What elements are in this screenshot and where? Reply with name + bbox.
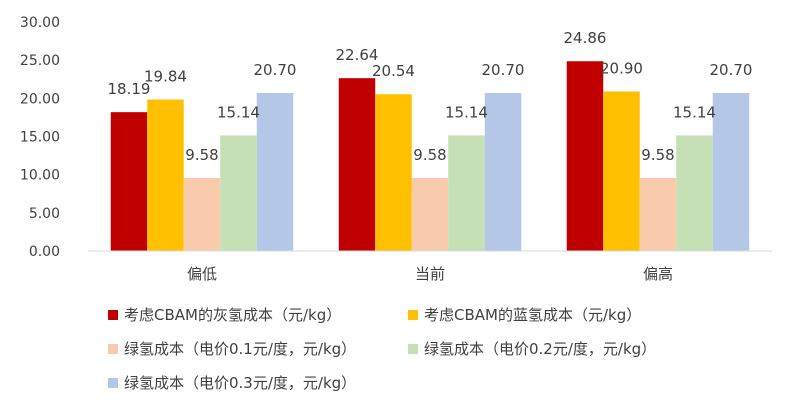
bar <box>411 177 449 251</box>
data-label: 15.14 <box>673 103 716 121</box>
legend-swatch <box>408 309 418 320</box>
legend-item: 绿氢成本（电价0.2元/度，元/kg） <box>408 338 656 359</box>
data-label: 22.64 <box>336 46 379 64</box>
data-label: 15.14 <box>217 103 260 121</box>
data-label: 18.19 <box>108 80 151 98</box>
legend-label: 考虑CBAM的蓝氢成本（元/kg） <box>424 306 642 324</box>
legend-swatch <box>108 377 118 388</box>
legend-label: 考虑CBAM的灰氢成本（元/kg） <box>124 306 342 324</box>
y-axis-ticks: 0.00 5.00 10.00 15.00 20.00 25.00 30.00 <box>20 15 60 260</box>
bar <box>147 99 184 252</box>
data-label: 19.84 <box>144 68 187 86</box>
legend-label: 绿氢成本（电价0.2元/度，元/kg） <box>424 340 657 358</box>
bar <box>110 112 148 252</box>
bar <box>220 135 257 251</box>
legend-item: 绿氢成本（电价0.1元/度，元/kg） <box>108 338 356 359</box>
y-tick-label: 30.00 <box>20 15 60 31</box>
legend-item: 绿氢成本（电价0.3元/度，元/kg） <box>108 372 356 393</box>
bar <box>484 92 522 252</box>
data-label: 20.70 <box>710 61 753 79</box>
bar <box>603 91 640 251</box>
bar <box>183 177 221 251</box>
data-label: 9.58 <box>185 146 218 164</box>
data-label: 9.58 <box>413 146 446 164</box>
data-label: 15.14 <box>445 103 488 121</box>
bar <box>566 61 604 251</box>
y-tick-label: 25.00 <box>20 53 60 69</box>
x-category-label: 当前 <box>415 265 445 283</box>
data-label: 20.54 <box>372 62 415 80</box>
x-category-label: 偏低 <box>187 265 217 283</box>
bar <box>712 92 750 252</box>
legend-swatch <box>408 343 418 354</box>
legend-label: 绿氢成本（电价0.1元/度，元/kg） <box>124 340 357 358</box>
x-axis-categories: 偏低 当前 偏高 <box>187 265 673 283</box>
y-tick-label: 0.00 <box>29 244 60 260</box>
bar <box>448 135 485 251</box>
bar <box>639 177 677 251</box>
legend-label: 绿氢成本（电价0.3元/度，元/kg） <box>124 374 357 392</box>
x-category-label: 偏高 <box>643 265 673 283</box>
legend-item: 考虑CBAM的灰氢成本（元/kg） <box>108 304 341 325</box>
bar <box>375 94 412 251</box>
y-tick-label: 20.00 <box>20 91 60 107</box>
y-tick-label: 15.00 <box>20 130 60 146</box>
bar <box>338 78 376 251</box>
data-label: 24.86 <box>564 29 607 47</box>
legend-swatch <box>108 343 118 354</box>
bar <box>676 135 713 251</box>
data-label: 20.90 <box>600 59 643 77</box>
bars-group <box>110 61 750 252</box>
legend-item: 考虑CBAM的蓝氢成本（元/kg） <box>408 304 641 325</box>
data-label: 20.70 <box>254 61 297 79</box>
y-tick-label: 5.00 <box>29 206 60 222</box>
data-label: 20.70 <box>482 61 525 79</box>
legend-swatch <box>108 309 118 320</box>
bar <box>256 92 294 252</box>
y-tick-label: 10.00 <box>20 168 60 184</box>
data-label: 9.58 <box>641 146 674 164</box>
